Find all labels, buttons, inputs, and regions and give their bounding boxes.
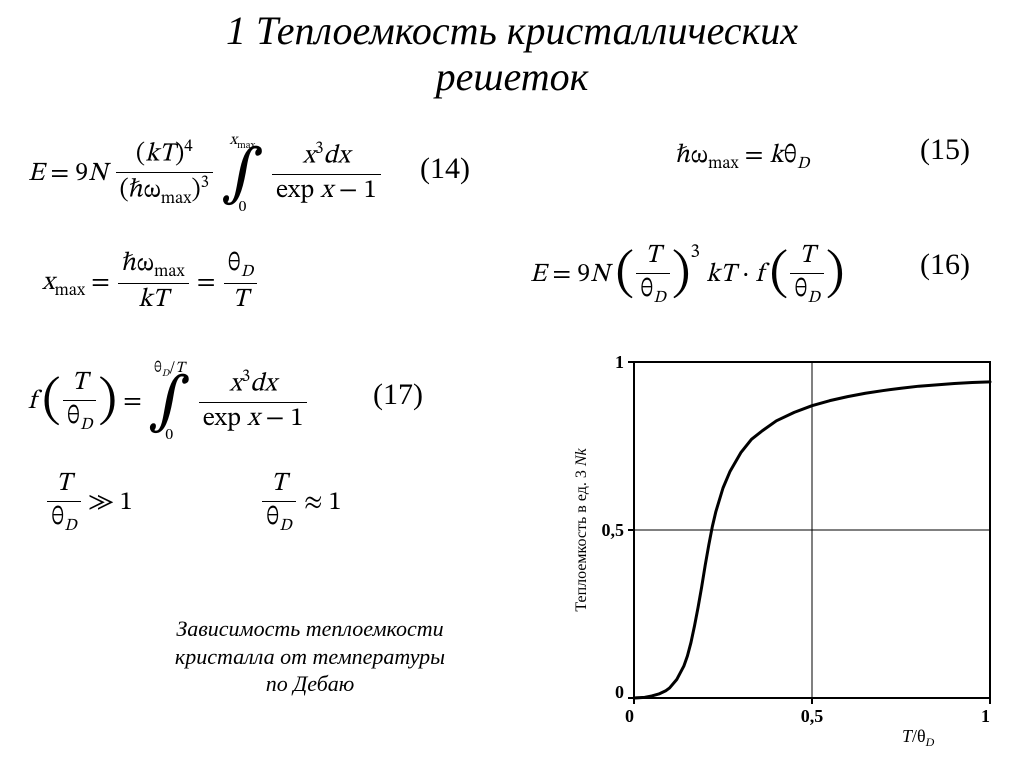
svg-text:1: 1 xyxy=(981,706,990,726)
caption-line-2: кристалла от температуры xyxy=(175,644,445,669)
chart-caption: Зависимость теплоемкости кристалла от те… xyxy=(130,615,490,698)
page-title: 1 Теплоемкость кристаллических решеток xyxy=(0,0,1024,100)
svg-text:0: 0 xyxy=(615,682,624,702)
debye-heat-capacity-chart: 0 0,5 1 0 0,5 1 T/θD Теплоемкость в ед. 3 Nk xyxy=(560,352,1000,757)
equation-limit-high: TθD ≫ 1 xyxy=(45,468,133,537)
eqnum-15: (15) xyxy=(920,133,970,167)
eqnum-17: (17) xyxy=(373,378,423,412)
caption-line-3: по Дебаю xyxy=(266,671,355,696)
svg-text:Теплоемкость в ед. 3 Nk: Теплоемкость в ед. 3 Nk xyxy=(573,447,590,611)
eqnum-14: (14) xyxy=(420,152,470,186)
svg-text:T/θD: T/θD xyxy=(902,726,935,749)
title-line-2: решеток xyxy=(436,54,589,99)
svg-text:0,5: 0,5 xyxy=(801,706,824,726)
equation-17: f (TθD) = θD/T∫0 x3dx exp x − 1 xyxy=(28,358,309,445)
svg-text:0: 0 xyxy=(625,706,634,726)
chart-svg: 0 0,5 1 0 0,5 1 T/θD Теплоемкость в ед. 3 Nk xyxy=(560,352,1000,752)
equation-limit-approx: TθD ≈ 1 xyxy=(260,468,342,537)
svg-text:0,5: 0,5 xyxy=(602,520,625,540)
equation-15: ℏωmax = kθD xyxy=(676,140,809,175)
eqnum-16: (16) xyxy=(920,248,970,282)
caption-line-1: Зависимость теплоемкости xyxy=(176,616,443,641)
equation-16: E = 9N (TθD)3 kT · f (TθD) xyxy=(530,240,845,309)
equation-14: E = 9N (kT)4 (ℏωmax)3 xmax∫0 x3dx exp x … xyxy=(28,130,383,217)
title-line-1: 1 Теплоемкость кристаллических xyxy=(226,8,798,53)
svg-text:1: 1 xyxy=(615,352,624,372)
equation-xmax: xmax = ℏωmaxkT = θDT xyxy=(42,248,259,317)
